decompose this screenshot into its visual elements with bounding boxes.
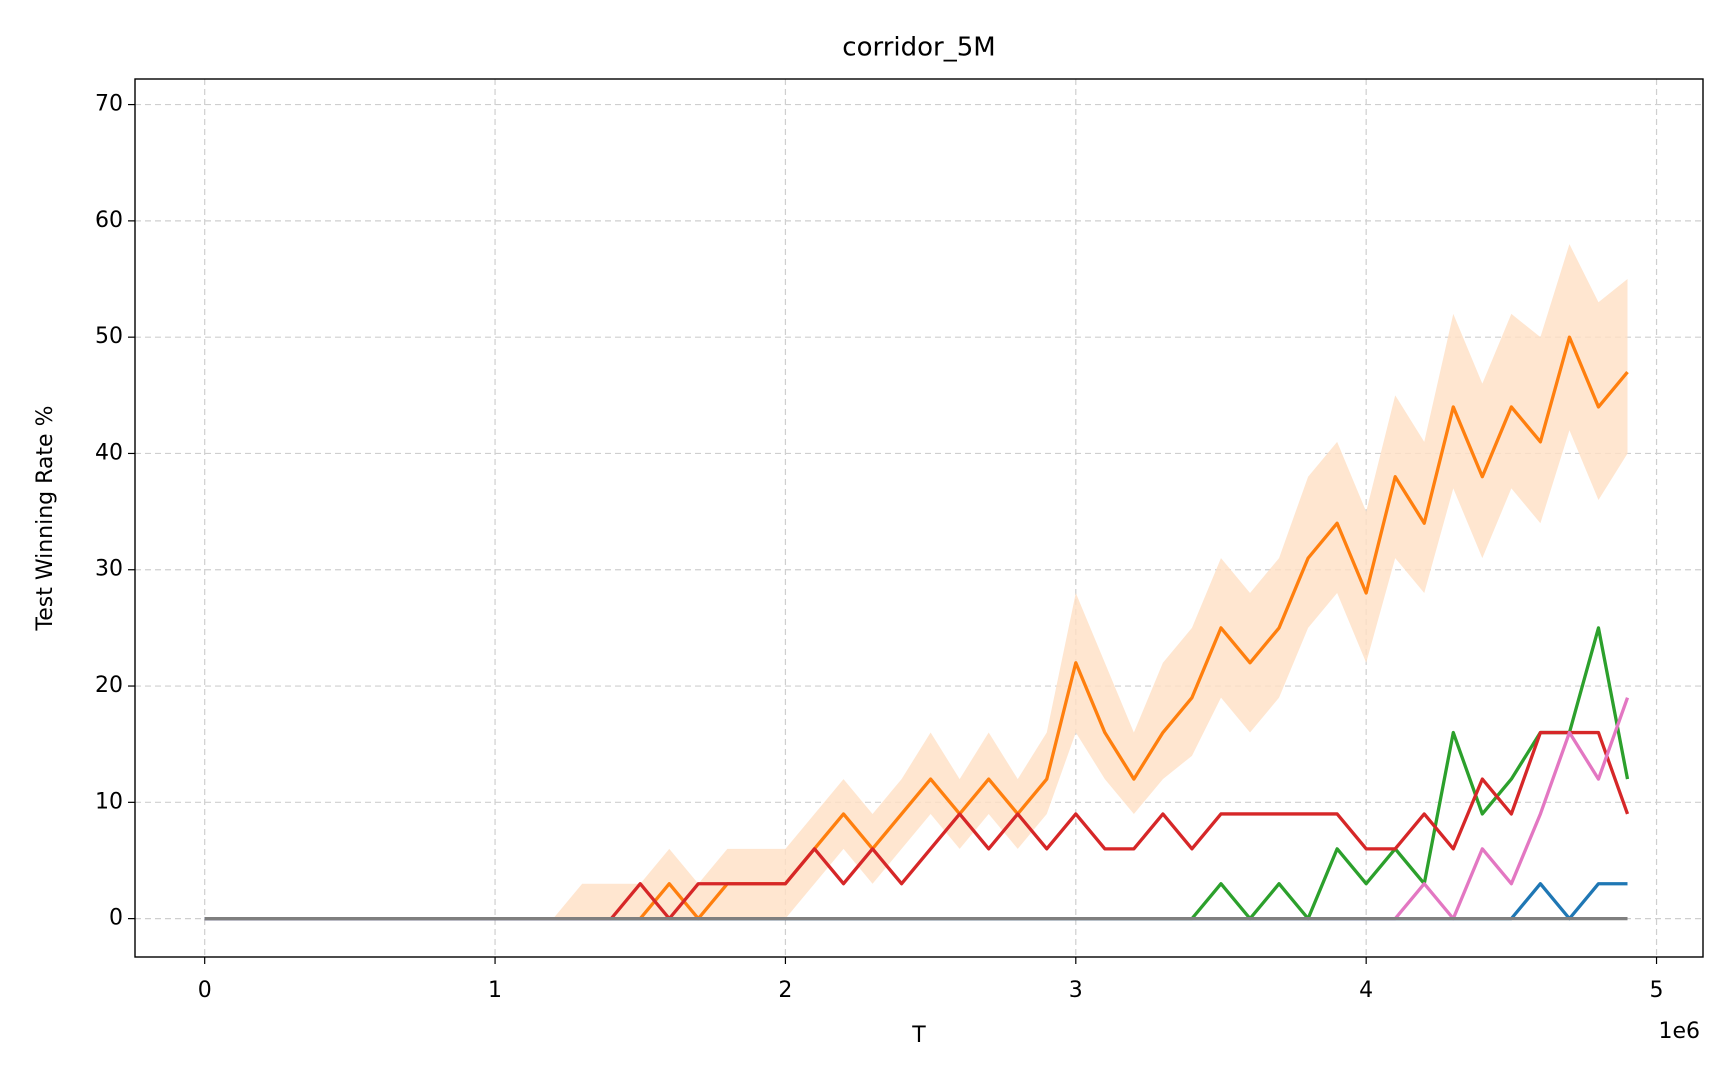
y-tick-label: 60 — [95, 208, 123, 233]
x-tick-label: 4 — [1359, 978, 1373, 1003]
y-tick-label: 0 — [109, 906, 123, 931]
y-axis-label: Test Winning Rate % — [33, 406, 58, 632]
y-tick-label: 20 — [95, 673, 123, 698]
plot-frame — [134, 78, 1704, 958]
y-tick-label: 10 — [95, 789, 123, 814]
x-axis-label: T — [911, 1023, 926, 1048]
y-tick-label: 40 — [95, 440, 123, 465]
x-tick-label: 3 — [1069, 978, 1083, 1003]
chart-title: corridor_5M — [842, 33, 995, 63]
x-tick-label: 0 — [198, 978, 212, 1003]
x-tick-label: 2 — [778, 978, 792, 1003]
x-tick-label: 1 — [488, 978, 502, 1003]
x-offset-label: 1e6 — [1658, 1019, 1700, 1044]
confidence-band — [204, 244, 1628, 919]
y-tick-label: 50 — [95, 324, 123, 349]
y-tick-label: 70 — [95, 92, 123, 117]
x-tick-label: 5 — [1650, 978, 1664, 1003]
y-tick-label: 30 — [95, 557, 123, 582]
